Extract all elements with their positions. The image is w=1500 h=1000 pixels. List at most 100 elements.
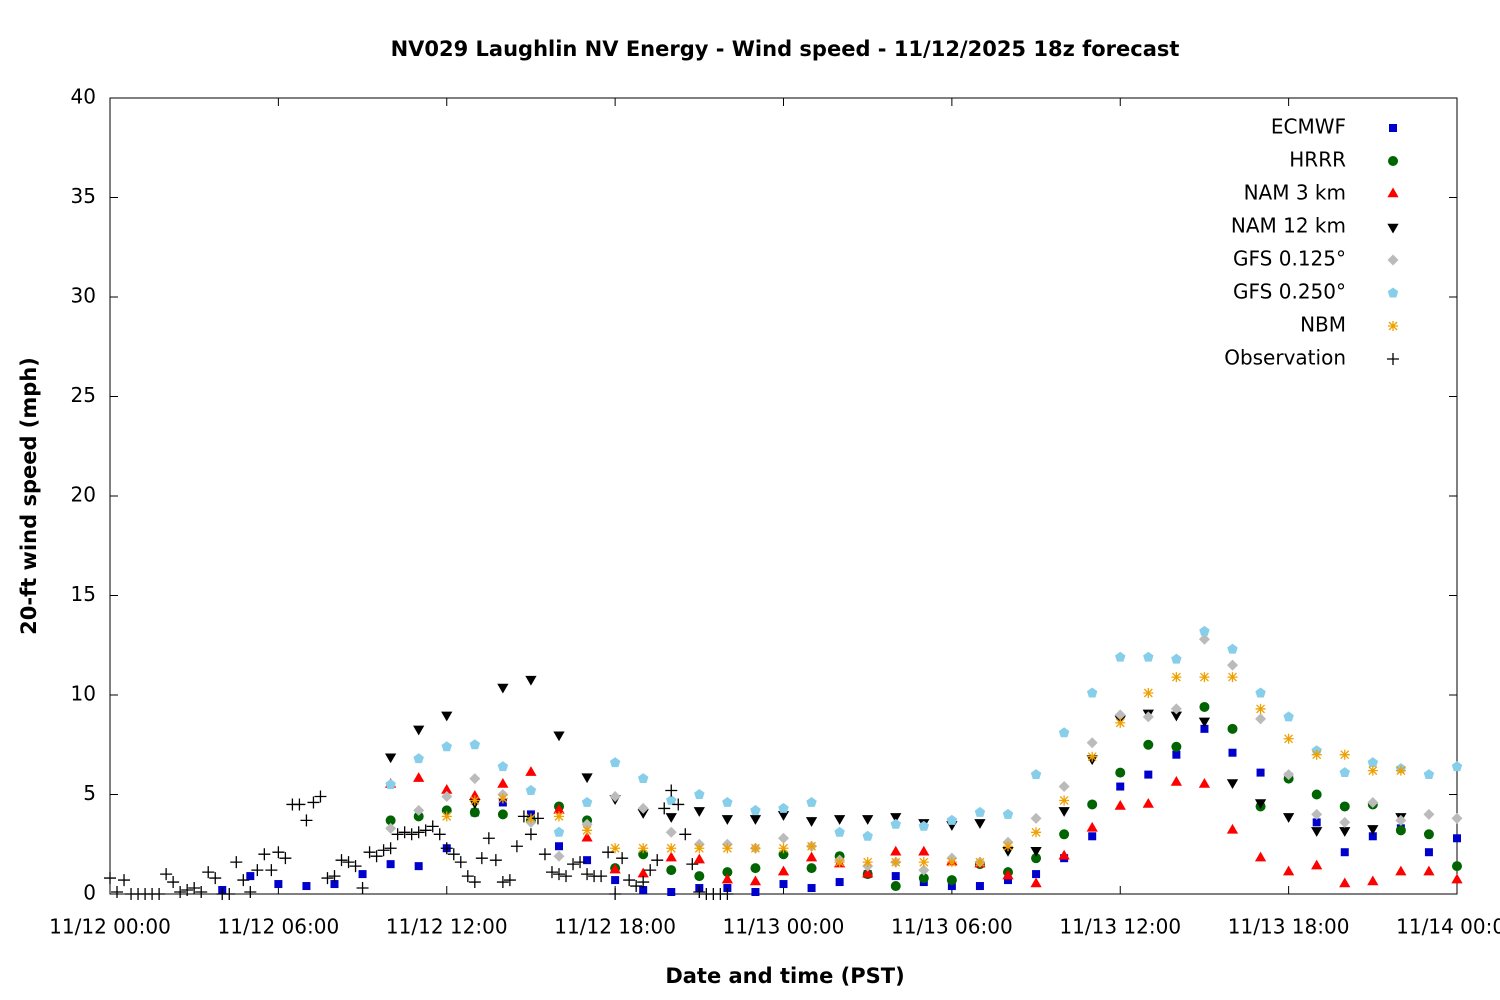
marker xyxy=(1170,703,1182,715)
marker xyxy=(293,798,306,811)
marker xyxy=(750,804,761,815)
marker xyxy=(1339,801,1350,812)
marker xyxy=(111,886,124,899)
x-tick-label: 11/13 06:00 xyxy=(891,915,1013,939)
marker xyxy=(1423,808,1435,820)
marker xyxy=(1058,781,1070,793)
marker xyxy=(1116,782,1125,791)
marker xyxy=(582,825,593,836)
marker xyxy=(398,826,411,839)
marker xyxy=(328,870,341,883)
marker xyxy=(581,773,593,784)
marker xyxy=(779,880,788,889)
marker xyxy=(1115,767,1126,778)
marker xyxy=(1002,869,1014,880)
marker xyxy=(1199,701,1210,712)
marker xyxy=(265,864,278,877)
marker xyxy=(1199,625,1210,636)
marker xyxy=(1311,808,1323,820)
marker xyxy=(637,867,649,878)
marker xyxy=(321,872,334,885)
marker xyxy=(890,857,901,868)
marker xyxy=(890,881,901,892)
marker xyxy=(553,868,565,881)
marker xyxy=(413,804,425,816)
marker xyxy=(665,826,677,838)
marker xyxy=(637,773,649,784)
marker xyxy=(644,864,657,877)
marker xyxy=(1283,711,1294,722)
marker xyxy=(414,862,423,871)
marker xyxy=(974,806,986,817)
marker xyxy=(1142,797,1154,808)
marker xyxy=(947,882,956,891)
marker xyxy=(834,826,845,837)
marker xyxy=(637,876,650,889)
marker xyxy=(1283,733,1294,744)
marker xyxy=(237,874,250,887)
marker xyxy=(918,873,929,884)
marker xyxy=(1143,739,1154,750)
marker xyxy=(630,880,643,893)
marker xyxy=(721,873,734,884)
marker xyxy=(419,824,432,837)
marker xyxy=(1451,812,1463,824)
marker xyxy=(386,860,395,869)
marker xyxy=(777,811,790,821)
y-tick-label: 35 xyxy=(71,184,96,208)
marker xyxy=(1395,825,1406,836)
marker xyxy=(545,866,558,879)
marker xyxy=(413,753,424,764)
marker xyxy=(1367,757,1379,768)
marker xyxy=(833,815,846,825)
marker xyxy=(1311,827,1323,837)
marker xyxy=(1198,778,1211,788)
marker xyxy=(623,874,636,887)
marker xyxy=(272,846,285,859)
marker xyxy=(583,856,592,865)
marker xyxy=(1423,865,1435,876)
marker xyxy=(441,790,453,802)
marker xyxy=(1087,799,1098,810)
marker xyxy=(1339,749,1350,760)
marker xyxy=(862,815,874,825)
marker xyxy=(413,725,425,736)
marker xyxy=(469,807,480,818)
legend-label: GFS 0.250° xyxy=(1233,280,1346,304)
legend-label: NAM 12 km xyxy=(1231,214,1346,238)
marker xyxy=(377,844,390,857)
marker xyxy=(342,856,355,869)
marker xyxy=(666,794,677,805)
marker xyxy=(461,870,474,883)
marker xyxy=(1058,727,1070,738)
marker xyxy=(918,820,930,831)
marker xyxy=(1030,846,1042,857)
marker xyxy=(1367,765,1378,776)
marker xyxy=(1170,711,1183,722)
marker xyxy=(496,876,509,889)
legend-marker xyxy=(1387,353,1399,365)
marker xyxy=(1282,865,1295,876)
marker xyxy=(1030,812,1042,824)
marker xyxy=(1143,688,1154,699)
marker xyxy=(433,828,446,841)
marker xyxy=(1172,750,1181,759)
marker xyxy=(469,773,481,785)
marker xyxy=(611,876,620,885)
marker xyxy=(1228,748,1237,757)
marker xyxy=(1339,877,1351,888)
marker xyxy=(1171,741,1182,752)
marker xyxy=(441,711,453,722)
marker xyxy=(778,802,789,813)
marker xyxy=(441,811,452,822)
marker xyxy=(1339,827,1351,837)
marker xyxy=(1226,779,1239,790)
x-tick-label: 11/12 12:00 xyxy=(386,915,508,939)
y-tick-label: 20 xyxy=(71,483,96,507)
legend-label: NAM 3 km xyxy=(1244,181,1346,205)
marker xyxy=(525,813,536,824)
marker xyxy=(1227,672,1238,683)
marker xyxy=(750,843,761,854)
marker xyxy=(918,845,930,856)
